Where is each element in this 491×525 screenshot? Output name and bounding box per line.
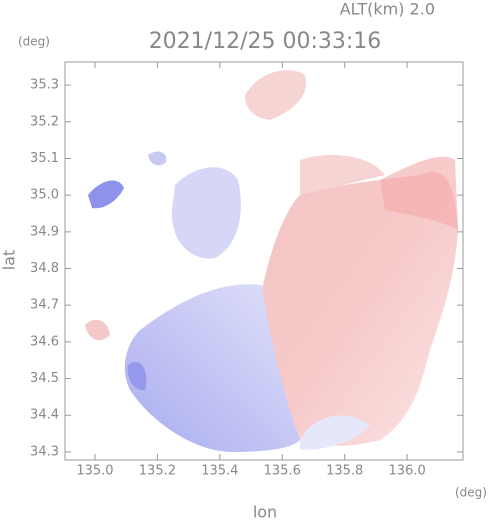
negative-velocity-area (148, 151, 167, 166)
y-tick-label: 34.4 (30, 408, 59, 423)
chart-title: 2021/12/25 00:33:16 (149, 29, 382, 54)
x-tick-label: 135.2 (139, 464, 176, 479)
y-tick-label: 34.7 (30, 298, 59, 313)
y-tick-label: 35.0 (30, 188, 59, 203)
positive-velocity-area (85, 319, 110, 341)
y-tick-label: 35.3 (30, 78, 59, 93)
y-tick-label: 34.6 (30, 334, 59, 349)
positive-velocity-area (245, 70, 306, 120)
x-tick-label: 135.8 (326, 464, 363, 479)
positive-velocity-area (262, 172, 458, 446)
y-tick-label: 35.2 (30, 114, 59, 129)
positive-velocity-area (380, 156, 458, 230)
y-tick-label: 34.8 (30, 261, 59, 276)
radar-field (85, 70, 458, 452)
positive-velocity-area (300, 155, 385, 195)
x-tick-label: 135.4 (201, 464, 238, 479)
y-tick-label: 34.3 (30, 444, 59, 459)
x-tick-label: 136.0 (389, 464, 426, 479)
y-tick-label: 34.9 (30, 224, 59, 239)
y-axis-label: lat (0, 250, 19, 271)
negative-velocity-area (171, 167, 241, 259)
y-tick-label: 34.5 (30, 371, 59, 386)
x-tick-label: 135.0 (76, 464, 113, 479)
negative-velocity-area (124, 284, 300, 452)
negative-velocity-area (127, 361, 147, 391)
y-tick-label: 35.1 (30, 151, 59, 166)
x-unit: (deg) (455, 486, 487, 500)
x-axis-label: lon (253, 503, 277, 522)
negative-velocity-area (88, 180, 124, 209)
plot-frame (64, 61, 464, 461)
x-tick-label: 135.6 (264, 464, 301, 479)
altitude-label: ALT(km) 2.0 (340, 0, 435, 19)
negative-velocity-area (300, 415, 370, 450)
y-unit: (deg) (18, 35, 50, 49)
